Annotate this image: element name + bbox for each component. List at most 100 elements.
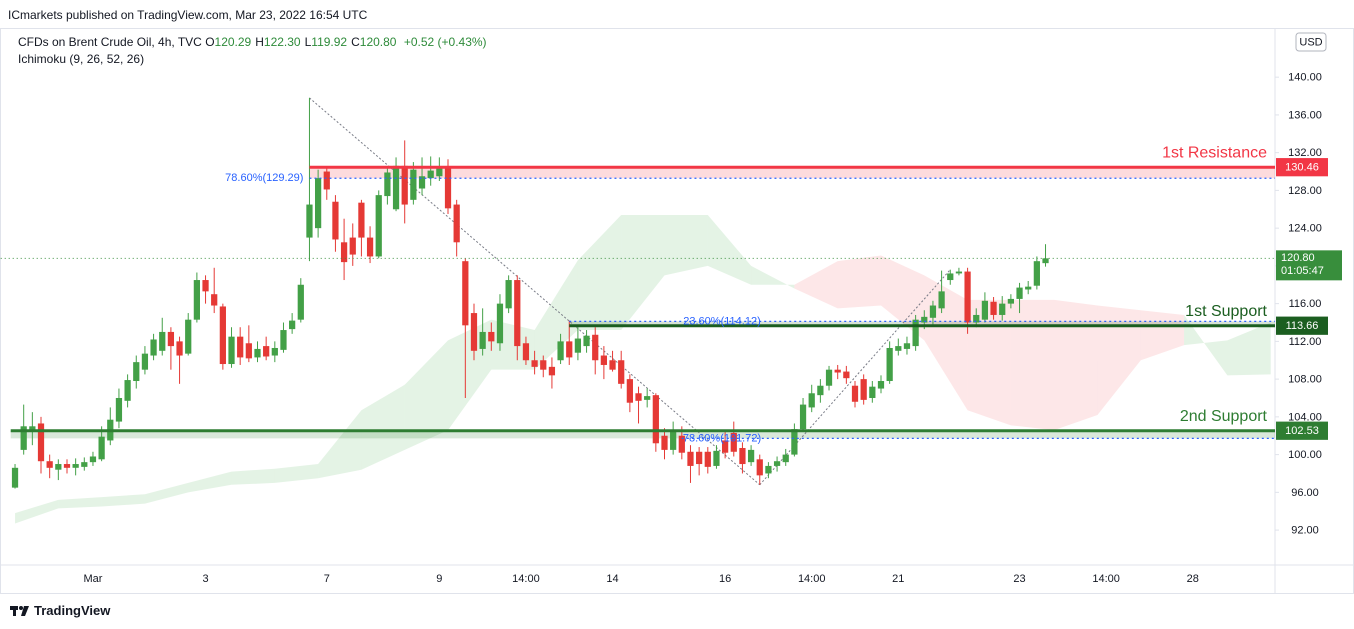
last-price-box xyxy=(1276,250,1342,281)
candle-body xyxy=(704,451,711,467)
candle-body xyxy=(470,313,478,351)
ohlc-key: O xyxy=(205,35,215,49)
candle-body xyxy=(159,331,166,351)
candle-body xyxy=(89,456,97,463)
y-tick-label: 92.00 xyxy=(1291,524,1319,536)
symbol: CFDs on Brent Crude Oil, 4h, TVC xyxy=(18,35,202,49)
candle-body xyxy=(644,396,651,400)
candle-body xyxy=(488,331,495,342)
cloud-segment xyxy=(924,275,968,411)
candle-body xyxy=(202,280,209,292)
candle-body xyxy=(479,331,486,349)
candle-body xyxy=(427,170,434,179)
candle-body xyxy=(903,343,911,349)
price-box xyxy=(1276,421,1328,440)
published-note: ICmarkets published on TradingView.com, … xyxy=(8,8,368,22)
price-box-label: 113.66 xyxy=(1286,320,1319,332)
candle-body xyxy=(592,334,599,361)
candle-body xyxy=(340,242,348,263)
frame xyxy=(0,28,1354,594)
candle-body xyxy=(687,451,694,466)
candle-body xyxy=(1007,298,1014,304)
cloud-segment xyxy=(967,299,1011,426)
candle-body xyxy=(938,291,945,309)
cloud-segment xyxy=(15,499,59,524)
candle-body xyxy=(825,369,833,386)
candle-body xyxy=(20,426,27,450)
y-tick-label: 100.00 xyxy=(1288,449,1322,461)
candle-body xyxy=(29,426,36,432)
candle-body xyxy=(55,464,62,470)
level-band xyxy=(10,430,1276,439)
y-tick-label: 104.00 xyxy=(1288,411,1322,423)
candle-body xyxy=(72,464,79,468)
x-tick-label: 14:00 xyxy=(1092,573,1120,585)
brand: TradingView xyxy=(34,603,111,618)
candle-body xyxy=(661,435,668,450)
change: +0.52 (+0.43%) xyxy=(403,35,487,49)
candle-body xyxy=(141,353,149,370)
x-tick-label: 14:00 xyxy=(798,573,826,585)
candle-body xyxy=(886,347,893,382)
countdown: 01:05:47 xyxy=(1281,265,1324,277)
y-tick-label: 132.00 xyxy=(1288,147,1322,159)
level-band xyxy=(309,167,1275,179)
candle-body xyxy=(947,273,954,281)
cloud-segment xyxy=(794,261,838,309)
candle-body xyxy=(921,316,928,323)
candle-body xyxy=(747,449,755,463)
candle-body xyxy=(358,202,365,238)
cloud-segment xyxy=(318,410,362,479)
candle-body xyxy=(1025,286,1032,290)
candle-body xyxy=(670,431,677,450)
candle-body xyxy=(323,171,330,190)
cloud-segment xyxy=(534,260,578,370)
axis-layer: 130.46 113.66 102.53 92.00 96.00 100.00 104.00… xyxy=(83,72,1342,585)
candle-body xyxy=(237,336,244,358)
candle-body xyxy=(696,451,703,465)
candle-body xyxy=(799,404,807,430)
candle-body xyxy=(514,280,521,347)
ohlc-value: 122.30 xyxy=(263,35,301,49)
y-tick-label: 112.00 xyxy=(1289,336,1322,348)
ohlc-value: 120.80 xyxy=(359,35,397,49)
candle-body xyxy=(150,339,157,356)
candle-body xyxy=(228,336,235,365)
x-tick-label: 7 xyxy=(324,573,330,585)
candle-body xyxy=(37,423,45,462)
y-tick-label: 96.00 xyxy=(1291,487,1319,499)
candle-body xyxy=(929,305,937,318)
price-box-label: 102.53 xyxy=(1285,425,1319,437)
candle-body xyxy=(618,360,625,384)
candle-body xyxy=(912,319,919,347)
candle-body xyxy=(81,462,88,467)
candle-body xyxy=(176,341,183,356)
cloud-segment xyxy=(361,384,405,470)
candle-body xyxy=(401,165,408,205)
indicator: Ichimoku (9, 26, 52, 26) xyxy=(18,52,145,66)
ohlc-key: H xyxy=(255,35,264,49)
candle-body xyxy=(418,176,426,189)
x-tick-label: 28 xyxy=(1187,573,1199,585)
y-tick-label: 140.00 xyxy=(1288,72,1322,84)
cloud-segment xyxy=(231,468,275,485)
candle-body xyxy=(626,379,633,403)
candle-body xyxy=(444,166,452,209)
candle-body xyxy=(955,271,963,274)
cloud-segment xyxy=(621,214,665,331)
candle-body xyxy=(540,360,547,370)
candle-body xyxy=(791,429,798,455)
candle-body xyxy=(453,204,460,243)
candle-body xyxy=(522,343,530,361)
last-price-label: 120.80 xyxy=(1281,252,1315,264)
candle-body xyxy=(808,393,815,408)
candle-body xyxy=(869,386,876,398)
cloud-segment xyxy=(1227,322,1271,376)
x-tick-label: 21 xyxy=(892,573,904,585)
x-tick-label: 14:00 xyxy=(512,573,540,585)
candle-body xyxy=(297,284,304,320)
candle-body xyxy=(678,435,685,453)
candle-body xyxy=(782,454,789,463)
cloud-segment xyxy=(144,482,189,504)
